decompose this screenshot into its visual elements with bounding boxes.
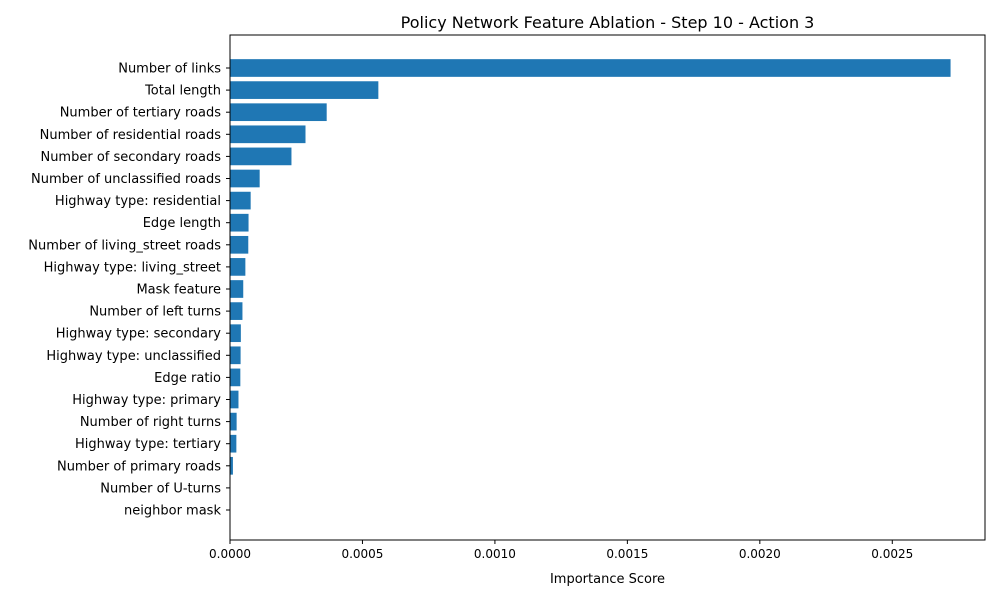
y-tick-label: Number of secondary roads (40, 150, 221, 165)
x-axis: 0.0000 0.0005 0.0010 0.0015 0.0020 0.0025 (209, 540, 913, 561)
bar (230, 280, 244, 298)
y-tick-label: Number of residential roads (40, 128, 222, 143)
bar (230, 412, 237, 431)
y-tick-label: Number of U-turns (100, 481, 221, 496)
x-tick-label: 0.0010 (474, 547, 516, 561)
y-tick-label: Highway type: living_street (44, 260, 221, 275)
bar (230, 390, 239, 409)
x-axis-label: Importance Score (550, 572, 665, 587)
bar (230, 368, 241, 387)
bar (230, 434, 237, 453)
y-tick-label: Highway type: residential (55, 194, 221, 209)
y-tick-labels: Number of links Total length Number of ter… (28, 62, 230, 519)
y-tick-label: Number of living_street roads (28, 238, 221, 253)
bar (230, 169, 260, 188)
y-tick-label: Number of primary roads (57, 459, 221, 474)
y-tick-label: Highway type: secondary (56, 327, 222, 342)
x-tick-label: 0.0020 (739, 547, 781, 561)
y-tick-label: Mask feature (136, 283, 221, 298)
y-tick-label: Number of left turns (89, 305, 221, 320)
bar (230, 103, 327, 122)
y-tick-label: Number of links (118, 62, 221, 77)
bar-series (230, 59, 951, 475)
bar (230, 346, 241, 365)
bar (230, 59, 951, 77)
bar (230, 235, 249, 254)
y-tick-label: Highway type: tertiary (75, 437, 221, 452)
bar (230, 147, 292, 166)
y-tick-label: Number of unclassified roads (31, 172, 221, 187)
y-tick-label: Edge length (143, 216, 221, 231)
y-tick-label: Number of right turns (80, 415, 221, 430)
y-tick-label: Highway type: unclassified (46, 349, 221, 364)
bar (230, 456, 233, 475)
plot-area-frame (229, 34, 986, 541)
bar (230, 324, 241, 343)
x-tick-label: 0.0015 (606, 547, 648, 561)
y-tick-label: Highway type: primary (72, 393, 221, 408)
y-tick-label: neighbor mask (124, 504, 221, 519)
x-tick-label: 0.0005 (341, 547, 383, 561)
y-tick-label: Total length (144, 84, 221, 99)
bar (230, 81, 379, 99)
bar (230, 191, 251, 210)
bar (230, 258, 246, 276)
x-tick-label: 0.0025 (871, 547, 913, 561)
x-tick-label: 0.0000 (209, 547, 251, 561)
bar (230, 302, 243, 320)
chart-title: Policy Network Feature Ablation - Step 1… (401, 13, 815, 32)
bar (230, 213, 249, 232)
bar (230, 125, 306, 144)
y-tick-label: Edge ratio (154, 371, 221, 386)
y-tick-label: Number of tertiary roads (60, 106, 222, 121)
